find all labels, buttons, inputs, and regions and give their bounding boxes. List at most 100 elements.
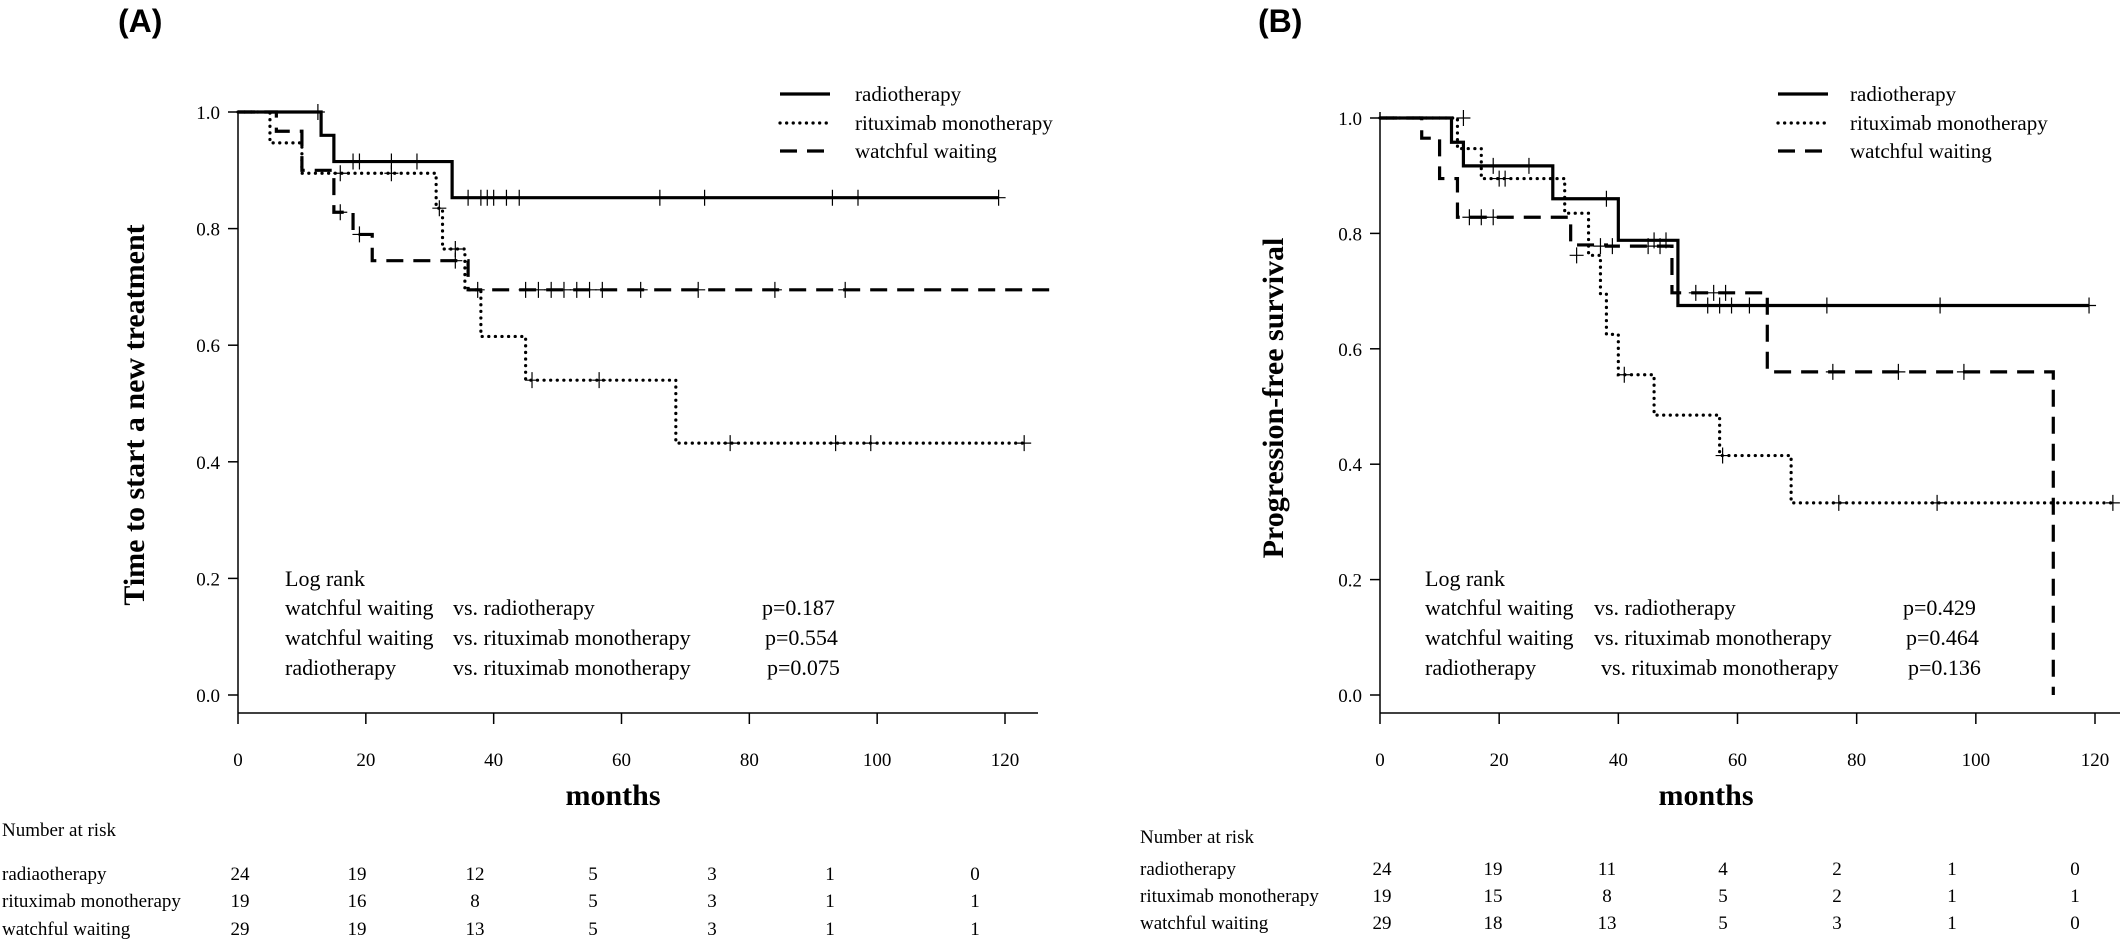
y-tick-label: 0.2	[196, 569, 220, 590]
censor-mark	[1831, 494, 1846, 511]
risk-value: 29	[1373, 913, 1392, 934]
censor-mark	[723, 435, 738, 452]
censor-mark	[544, 281, 559, 298]
panel-b-curves	[1378, 110, 2120, 695]
risk-value: 19	[231, 891, 250, 912]
censor-mark	[1933, 297, 1948, 314]
censor-mark	[310, 104, 325, 120]
censor-mark	[767, 281, 782, 298]
panel-b: (B) 0.00.20.40.60.81.0 0 20 40 60 80 100 120 P…	[1140, 3, 2120, 934]
logrank-row-2-b: vs. rituximab monotherapy	[1594, 625, 1832, 650]
risk-table-title: Number at risk	[2, 820, 116, 841]
censor-mark	[461, 189, 476, 206]
risk-value: 1	[825, 864, 835, 885]
logrank-row-3-p: p=0.075	[767, 655, 840, 680]
censor-mark	[1617, 366, 1632, 383]
censor-mark	[518, 281, 533, 298]
logrank-row-1-p: p=0.429	[1903, 595, 1976, 620]
censor-mark	[1521, 157, 1536, 174]
risk-value: 3	[707, 919, 717, 940]
censor-mark	[825, 189, 840, 206]
censor-mark	[1706, 284, 1721, 301]
censor-mark	[1653, 238, 1668, 255]
risk-value: 24	[231, 864, 251, 885]
censor-mark	[525, 372, 540, 389]
x-tick-label: 20	[356, 750, 375, 771]
y-tick-label: 1.0	[196, 103, 220, 124]
panel-b-logrank: Log rank watchful waiting vs. radiothera…	[1425, 566, 1981, 680]
censor-mark	[1715, 447, 1730, 464]
censor-mark	[1718, 284, 1733, 301]
legend-label-radiotherapy: radiotherapy	[1850, 82, 1957, 106]
panel-b-risk-table: Number at risk radiotherapy rituximab mo…	[1140, 827, 2080, 934]
logrank-row-1-a: watchful waiting	[1425, 595, 1573, 620]
panel-a-logrank: Log rank watchful waiting vs. radiothera…	[285, 566, 840, 680]
risk-value: 5	[588, 864, 598, 885]
logrank-row-1-a: watchful waiting	[285, 595, 433, 620]
x-tick-label: 60	[612, 750, 631, 771]
x-axis-label: months	[1658, 779, 1753, 812]
censor-mark	[2082, 297, 2097, 314]
censor-mark	[352, 153, 367, 170]
x-tick-label: 120	[2081, 750, 2110, 771]
y-axis-label: Progression-free survival	[1257, 238, 1290, 559]
risk-value: 8	[1602, 886, 1612, 907]
censor-mark	[333, 165, 348, 182]
risk-row-2-label: rituximab monotherapy	[2, 891, 181, 912]
y-tick-label: 1.0	[1338, 109, 1362, 130]
censor-mark	[1017, 435, 1032, 452]
censor-mark	[863, 435, 878, 452]
risk-value: 5	[588, 919, 598, 940]
x-tick-label: 80	[1847, 750, 1866, 771]
censor-mark	[828, 435, 843, 452]
panel-a-axes: 0.0 0.2 0.4 0.6 0.8 1.0 0 20 40 60 80 100 120 Time …	[118, 103, 1038, 812]
risk-value: 1	[1947, 913, 1957, 934]
censor-mark	[1486, 157, 1501, 174]
risk-value: 19	[348, 919, 367, 940]
risk-value: 1	[2070, 886, 2080, 907]
censor-mark	[1593, 238, 1608, 255]
censor-mark	[352, 226, 367, 243]
logrank-row-3-p: p=0.136	[1908, 655, 1981, 680]
logrank-title: Log rank	[1425, 566, 1505, 591]
censor-mark	[991, 189, 1006, 206]
series-line-radiotherapy	[238, 110, 999, 200]
risk-value: 3	[707, 864, 717, 885]
censor-mark	[1688, 284, 1703, 301]
censor-mark	[1462, 209, 1477, 226]
x-tick-label: 40	[484, 750, 503, 771]
legend-label-watchful: watchful waiting	[855, 139, 997, 163]
x-tick-label: 120	[991, 750, 1020, 771]
risk-value: 8	[470, 891, 480, 912]
panel-a-legend: radiotherapy rituximab monotherapy watch…	[778, 82, 1053, 163]
censor-mark	[1956, 363, 1971, 380]
censor-mark	[1641, 238, 1656, 255]
risk-value: 12	[466, 864, 485, 885]
legend-label-watchful: watchful waiting	[1850, 139, 1992, 163]
x-tick-label: 20	[1490, 750, 1509, 771]
risk-value: 1	[1947, 859, 1957, 880]
risk-value: 1	[825, 919, 835, 940]
censor-mark	[499, 189, 514, 206]
risk-table-title: Number at risk	[1140, 827, 1254, 848]
risk-value: 5	[1718, 886, 1728, 907]
y-tick-label: 0.0	[196, 686, 220, 707]
risk-row-1-label: radiotherapy	[1140, 859, 1237, 880]
logrank-row-3-b: vs. rituximab monotherapy	[1601, 655, 1839, 680]
risk-value: 5	[1718, 913, 1728, 934]
y-tick-label: 0.8	[1338, 224, 1362, 245]
x-tick-label: 40	[1609, 750, 1628, 771]
risk-row-3-label: watchful waiting	[1140, 913, 1269, 934]
logrank-row-2-p: p=0.464	[1906, 625, 1979, 650]
censor-mark	[838, 281, 853, 298]
logrank-row-1-p: p=0.187	[762, 595, 835, 620]
risk-value: 1	[825, 891, 835, 912]
legend-label-rituximab: rituximab monotherapy	[855, 111, 1053, 135]
x-tick-label: 100	[863, 750, 892, 771]
y-tick-label: 0.2	[1338, 571, 1362, 592]
risk-value: 1	[1947, 886, 1957, 907]
y-axis-label: Time to start a new treatment	[118, 224, 151, 605]
censor-mark	[1825, 363, 1840, 380]
panel-a-risk-table: Number at risk radiaotherapy rituximab m…	[2, 820, 980, 940]
censor-mark	[691, 281, 706, 298]
